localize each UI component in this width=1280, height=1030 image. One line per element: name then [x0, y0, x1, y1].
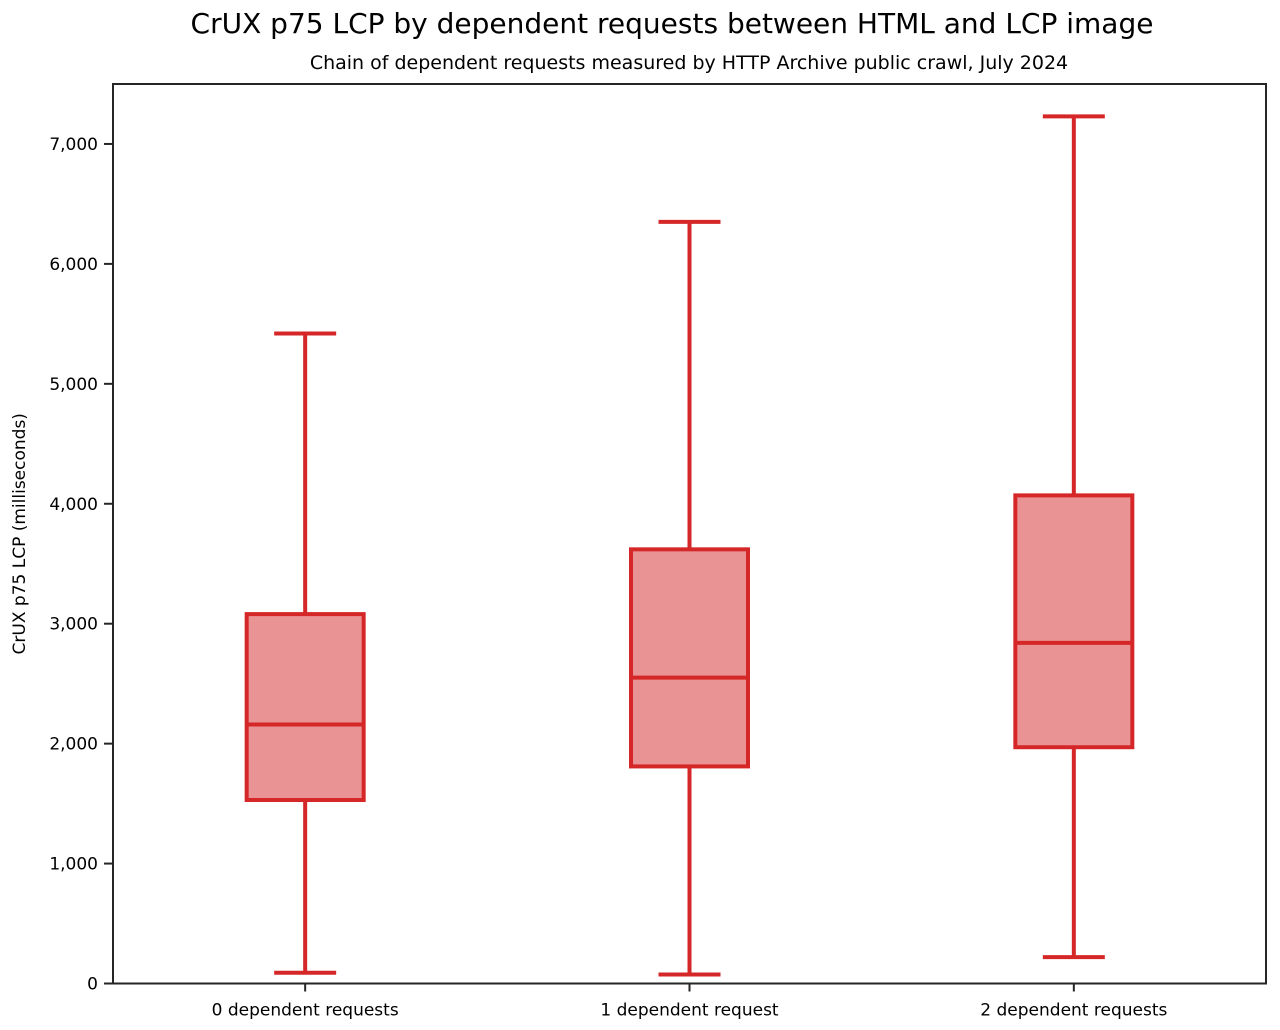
- x-tick-label: 2 dependent requests: [980, 1001, 1167, 1021]
- box: [244, 612, 366, 803]
- y-tick-label: 0: [87, 975, 98, 995]
- y-axis-label: CrUX p75 LCP (milliseconds): [10, 413, 30, 654]
- y-tick-label: 1,000: [49, 855, 98, 875]
- box: [629, 547, 750, 769]
- y-tick-label: 4,000: [49, 495, 98, 515]
- y-tick-label: 5,000: [49, 375, 98, 395]
- y-tick-label: 6,000: [49, 255, 98, 275]
- y-tick-label: 7,000: [49, 135, 98, 155]
- y-tick-label: 3,000: [49, 615, 98, 635]
- chart-title: CrUX p75 LCP by dependent requests betwe…: [190, 7, 1154, 40]
- x-tick-label: 0 dependent requests: [212, 1001, 399, 1021]
- chart-subtitle: Chain of dependent requests measured by …: [309, 52, 1069, 74]
- box: [1013, 493, 1135, 750]
- y-tick-label: 2,000: [49, 735, 98, 755]
- x-tick-label: 1 dependent request: [600, 1001, 779, 1021]
